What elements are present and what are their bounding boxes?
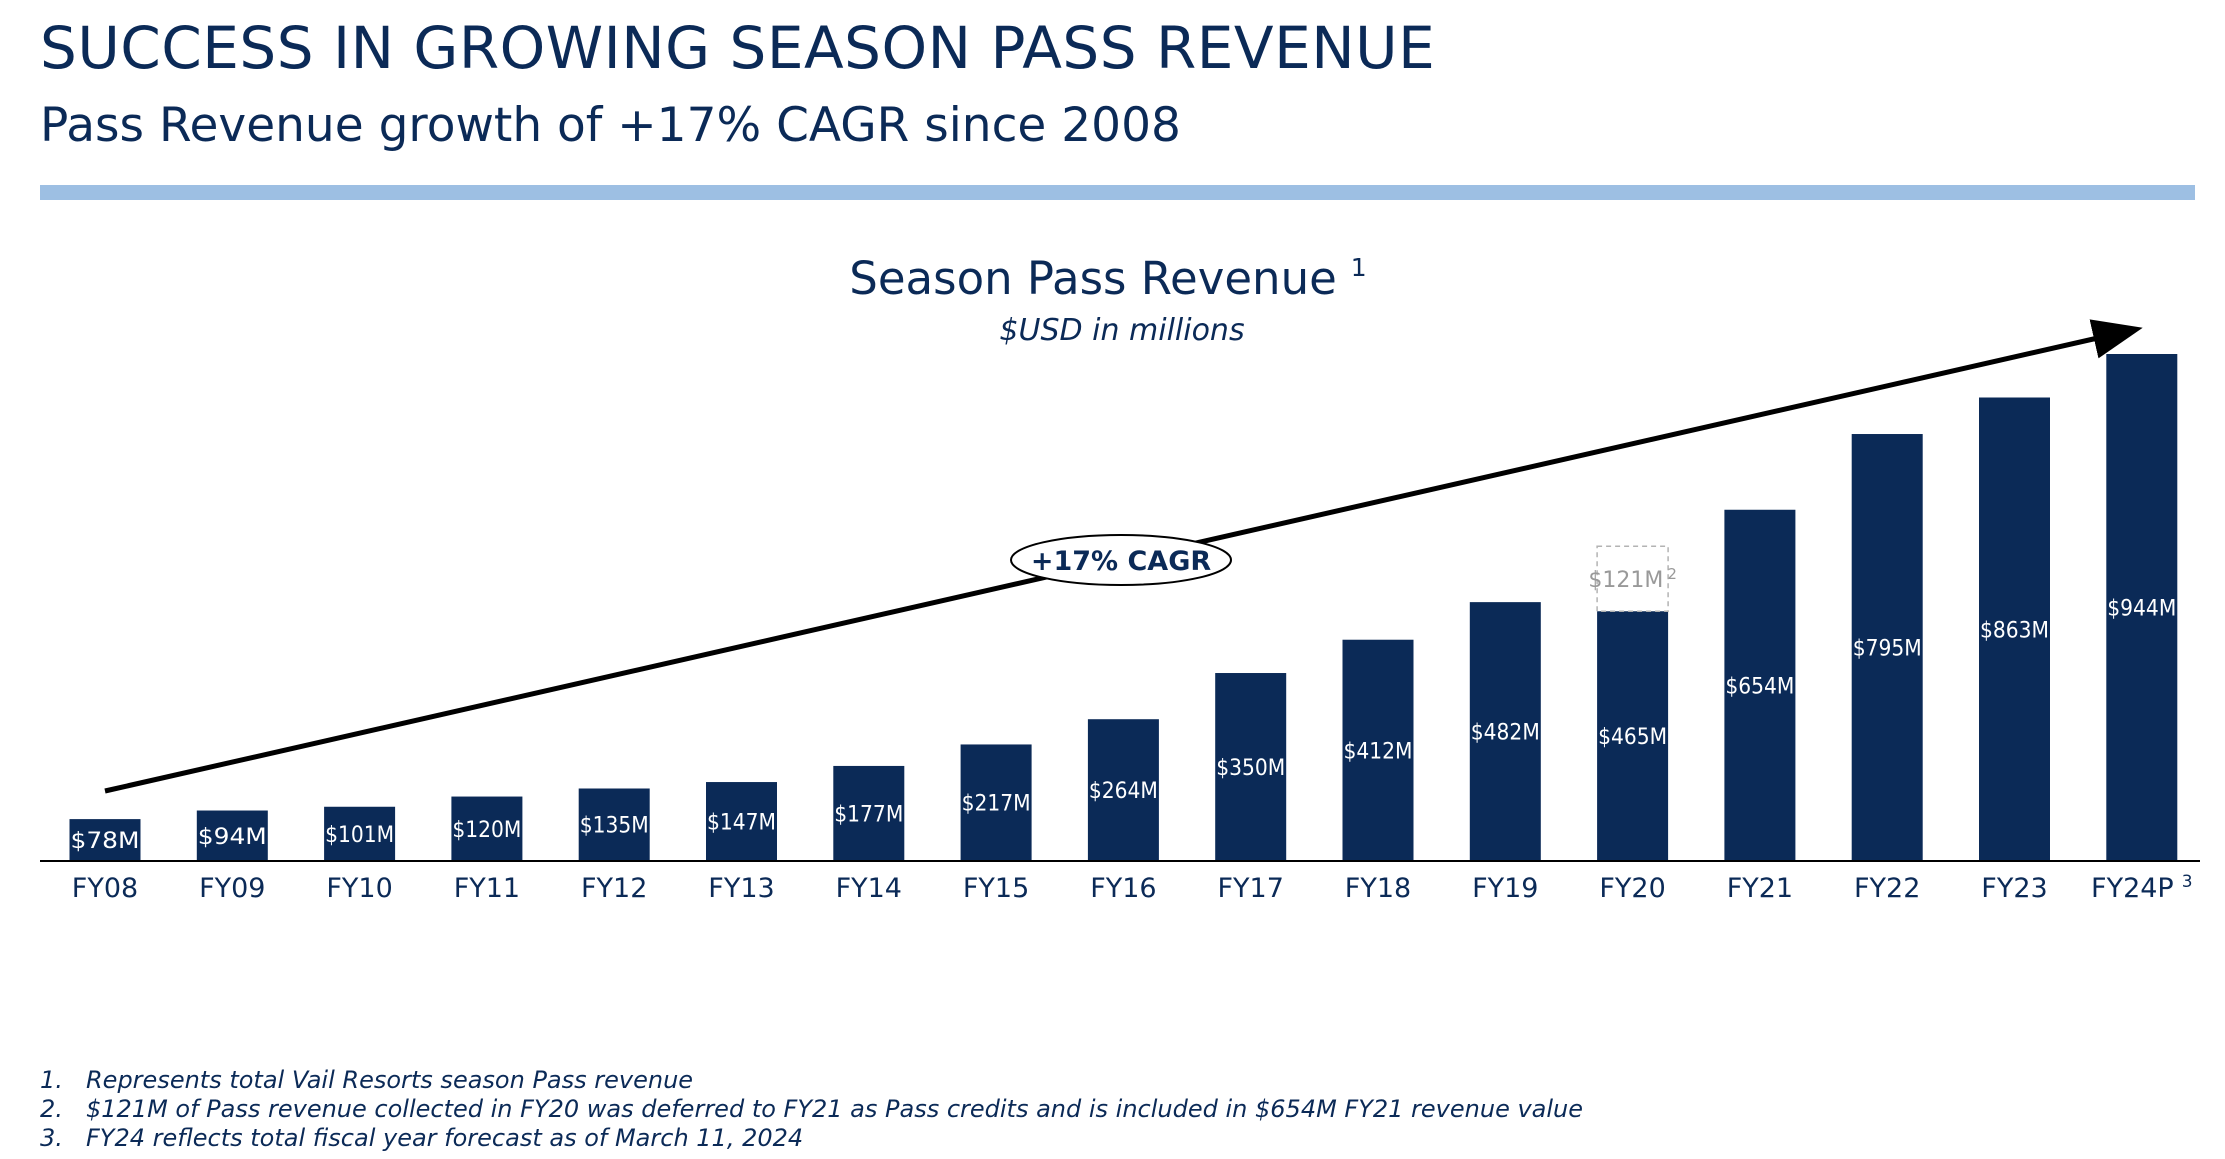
bar-value-label: $482M — [1471, 721, 1540, 746]
x-tick-label: FY15 — [963, 873, 1029, 904]
bar-fy22 — [1851, 434, 1923, 861]
header-divider — [40, 185, 2195, 200]
bar-value-label: $465M — [1598, 725, 1667, 750]
bar-value-label: $795M — [1853, 637, 1922, 662]
bar-value-label: $217M — [962, 792, 1031, 817]
bar-fy21 — [1724, 509, 1796, 861]
bar-value-label: $147M — [707, 811, 776, 836]
bar-fy24p — [2106, 354, 2178, 861]
bar-fy15 — [960, 744, 1032, 861]
bar-value-label: $350M — [1216, 756, 1285, 781]
x-tick-label: FY13 — [708, 873, 774, 904]
x-tick-label: FY10 — [326, 873, 392, 904]
footnote-number: 2. — [40, 1095, 63, 1123]
bar-fy18 — [1342, 639, 1414, 861]
x-tick-label: FY16 — [1090, 873, 1156, 904]
x-tick-label: FY24P 3 — [2091, 872, 2193, 904]
x-tick-label: FY17 — [1218, 873, 1284, 904]
cagr-annotation: +17% CAGR — [1010, 534, 1232, 586]
page-subtitle: Pass Revenue growth of +17% CAGR since 2… — [40, 98, 1181, 153]
bar-fy08 — [69, 819, 141, 861]
bar-fy13 — [706, 782, 777, 861]
x-tick-label: FY20 — [1599, 873, 1665, 904]
x-tick-label: FY22 — [1854, 873, 1920, 904]
deferred-revenue-box — [1596, 545, 1669, 613]
x-tick-label: FY14 — [836, 873, 902, 904]
x-tick-label: FY08 — [72, 873, 138, 904]
bar-fy23 — [1979, 397, 2050, 861]
deferred-revenue-label: $121M 2 — [1588, 565, 1677, 593]
footnote-text: Represents total Vail Resorts season Pas… — [86, 1066, 694, 1094]
cagr-badge — [1010, 534, 1232, 586]
bar-value-label: $177M — [834, 802, 903, 827]
footnote-number: 1. — [40, 1066, 63, 1094]
x-tick-label: FY12 — [581, 873, 647, 904]
x-tick-label: FY18 — [1345, 873, 1411, 904]
footnote-2: 2. $121M of Pass revenue collected in FY… — [40, 1095, 1583, 1124]
footnotes: 1. Represents total Vail Resorts season … — [40, 1066, 1583, 1153]
footnote-text: $121M of Pass revenue collected in FY20 … — [86, 1095, 1584, 1123]
x-tick-label: FY09 — [199, 873, 265, 904]
bar-value-label: $101M — [325, 823, 394, 848]
bar-fy17 — [1215, 673, 1287, 861]
bar-fy10 — [324, 806, 396, 861]
bar-fy09 — [196, 810, 268, 861]
footnote-3: 3. FY24 reflects total fiscal year forec… — [40, 1124, 1583, 1153]
bar-value-label: $94M — [198, 825, 267, 850]
bar-fy16 — [1087, 719, 1159, 861]
bar-value-label: $78M — [71, 829, 140, 854]
bar-value-label: $944M — [2107, 597, 2176, 622]
bar-fy19 — [1469, 602, 1541, 861]
bar-value-label: $412M — [1344, 739, 1413, 764]
bar-fy20 — [1597, 611, 1669, 861]
chart-title: Season Pass Revenue 1 — [849, 252, 1366, 305]
chart-subtitle: $USD in millions — [999, 313, 1244, 348]
bar-value-label: $654M — [1725, 674, 1794, 699]
x-tick-label: FY19 — [1472, 873, 1538, 904]
bar-fy14 — [833, 765, 905, 861]
x-tick-label: FY21 — [1727, 873, 1793, 904]
footnote-text: FY24 reflects total fiscal year forecast… — [86, 1124, 804, 1152]
bar-value-label: $120M — [452, 818, 521, 843]
page-title: SUCCESS IN GROWING SEASON PASS REVENUE — [40, 14, 1436, 82]
bar-value-label: $135M — [580, 814, 649, 839]
bar-fy11 — [451, 796, 523, 861]
footnote-1: 1. Represents total Vail Resorts season … — [40, 1066, 1583, 1095]
bar-value-label: $264M — [1089, 779, 1158, 804]
x-tick-label: FY23 — [1981, 873, 2047, 904]
bar-fy12 — [578, 788, 650, 861]
footnote-number: 3. — [40, 1124, 63, 1152]
bar-value-label: $863M — [1980, 618, 2049, 643]
x-tick-label: FY11 — [454, 873, 520, 904]
cagr-label: +17% CAGR — [1031, 546, 1212, 577]
